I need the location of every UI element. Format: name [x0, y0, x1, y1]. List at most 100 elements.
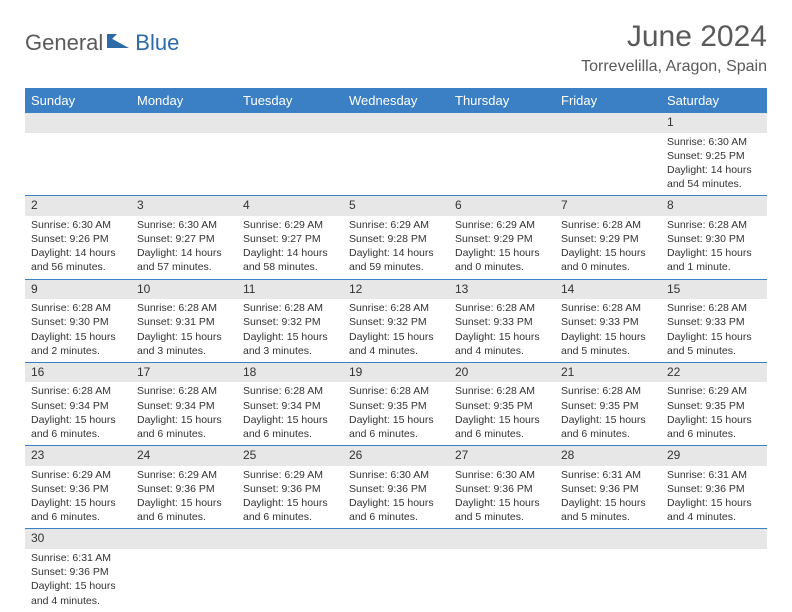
- calendar-week-row: 16Sunrise: 6:28 AMSunset: 9:34 PMDayligh…: [25, 362, 767, 445]
- calendar-day-cell: 19Sunrise: 6:28 AMSunset: 9:35 PMDayligh…: [343, 362, 449, 445]
- daylight-text: Daylight: 15 hours and 5 minutes.: [561, 330, 655, 358]
- sunrise-text: Sunrise: 6:28 AM: [349, 384, 443, 398]
- day-details: Sunrise: 6:31 AMSunset: 9:36 PMDaylight:…: [661, 466, 767, 529]
- calendar-day-cell: 21Sunrise: 6:28 AMSunset: 9:35 PMDayligh…: [555, 362, 661, 445]
- day-details: Sunrise: 6:29 AMSunset: 9:36 PMDaylight:…: [237, 466, 343, 529]
- sunset-text: Sunset: 9:35 PM: [349, 399, 443, 413]
- day-details: Sunrise: 6:30 AMSunset: 9:27 PMDaylight:…: [131, 216, 237, 279]
- daylight-text: Daylight: 15 hours and 3 minutes.: [137, 330, 231, 358]
- calendar-table: Sunday Monday Tuesday Wednesday Thursday…: [25, 88, 767, 612]
- weekday-header: Saturday: [661, 88, 767, 113]
- day-number-bar: [25, 113, 131, 133]
- sunset-text: Sunset: 9:36 PM: [31, 482, 125, 496]
- logo-text-blue: Blue: [135, 30, 179, 56]
- daylight-text: Daylight: 14 hours and 57 minutes.: [137, 246, 231, 274]
- sunset-text: Sunset: 9:36 PM: [667, 482, 761, 496]
- day-number-bar: [343, 529, 449, 549]
- day-number: 22: [661, 363, 767, 383]
- sunset-text: Sunset: 9:29 PM: [561, 232, 655, 246]
- logo: General Blue: [25, 30, 179, 56]
- calendar-day-cell: 20Sunrise: 6:28 AMSunset: 9:35 PMDayligh…: [449, 362, 555, 445]
- day-number-bar: [343, 113, 449, 133]
- sunrise-text: Sunrise: 6:29 AM: [667, 384, 761, 398]
- day-details: Sunrise: 6:30 AMSunset: 9:26 PMDaylight:…: [25, 216, 131, 279]
- sunset-text: Sunset: 9:26 PM: [31, 232, 125, 246]
- sunset-text: Sunset: 9:30 PM: [667, 232, 761, 246]
- month-title: June 2024: [581, 20, 767, 54]
- day-details: Sunrise: 6:30 AMSunset: 9:25 PMDaylight:…: [661, 133, 767, 196]
- calendar-day-cell: 15Sunrise: 6:28 AMSunset: 9:33 PMDayligh…: [661, 279, 767, 362]
- daylight-text: Daylight: 15 hours and 6 minutes.: [455, 413, 549, 441]
- day-number: 15: [661, 280, 767, 300]
- sunset-text: Sunset: 9:33 PM: [667, 315, 761, 329]
- day-number: 4: [237, 196, 343, 216]
- sunrise-text: Sunrise: 6:31 AM: [667, 468, 761, 482]
- sunrise-text: Sunrise: 6:28 AM: [561, 384, 655, 398]
- calendar-day-cell: 26Sunrise: 6:30 AMSunset: 9:36 PMDayligh…: [343, 446, 449, 529]
- sunset-text: Sunset: 9:35 PM: [455, 399, 549, 413]
- day-number: 19: [343, 363, 449, 383]
- sunrise-text: Sunrise: 6:29 AM: [349, 218, 443, 232]
- day-number: 30: [25, 529, 131, 549]
- daylight-text: Daylight: 15 hours and 6 minutes.: [561, 413, 655, 441]
- daylight-text: Daylight: 15 hours and 6 minutes.: [137, 413, 231, 441]
- sunset-text: Sunset: 9:36 PM: [137, 482, 231, 496]
- day-number-bar: [449, 113, 555, 133]
- sunrise-text: Sunrise: 6:28 AM: [561, 301, 655, 315]
- sunset-text: Sunset: 9:34 PM: [31, 399, 125, 413]
- calendar-day-cell: 5Sunrise: 6:29 AMSunset: 9:28 PMDaylight…: [343, 196, 449, 279]
- day-number: 3: [131, 196, 237, 216]
- daylight-text: Daylight: 14 hours and 54 minutes.: [667, 163, 761, 191]
- day-number-bar: [131, 113, 237, 133]
- calendar-day-cell: [131, 113, 237, 196]
- calendar-day-cell: [661, 529, 767, 612]
- day-number-bar: [555, 529, 661, 549]
- sunrise-text: Sunrise: 6:28 AM: [667, 301, 761, 315]
- calendar-day-cell: [555, 529, 661, 612]
- sunrise-text: Sunrise: 6:28 AM: [667, 218, 761, 232]
- weekday-header: Monday: [131, 88, 237, 113]
- day-number: 16: [25, 363, 131, 383]
- day-number: 28: [555, 446, 661, 466]
- sunrise-text: Sunrise: 6:31 AM: [31, 551, 125, 565]
- day-number: 6: [449, 196, 555, 216]
- daylight-text: Daylight: 15 hours and 6 minutes.: [31, 413, 125, 441]
- daylight-text: Daylight: 15 hours and 6 minutes.: [137, 496, 231, 524]
- day-details: Sunrise: 6:28 AMSunset: 9:33 PMDaylight:…: [449, 299, 555, 362]
- calendar-day-cell: [449, 113, 555, 196]
- weekday-header-row: Sunday Monday Tuesday Wednesday Thursday…: [25, 88, 767, 113]
- sunset-text: Sunset: 9:32 PM: [349, 315, 443, 329]
- day-details: Sunrise: 6:29 AMSunset: 9:28 PMDaylight:…: [343, 216, 449, 279]
- sunset-text: Sunset: 9:32 PM: [243, 315, 337, 329]
- daylight-text: Daylight: 15 hours and 5 minutes.: [667, 330, 761, 358]
- daylight-text: Daylight: 15 hours and 6 minutes.: [349, 496, 443, 524]
- sunset-text: Sunset: 9:27 PM: [137, 232, 231, 246]
- sunrise-text: Sunrise: 6:28 AM: [243, 301, 337, 315]
- logo-text-general: General: [25, 30, 103, 56]
- day-details: Sunrise: 6:28 AMSunset: 9:35 PMDaylight:…: [449, 382, 555, 445]
- calendar-day-cell: [25, 113, 131, 196]
- day-details: Sunrise: 6:28 AMSunset: 9:34 PMDaylight:…: [237, 382, 343, 445]
- weekday-header: Wednesday: [343, 88, 449, 113]
- sunset-text: Sunset: 9:36 PM: [243, 482, 337, 496]
- sunrise-text: Sunrise: 6:28 AM: [31, 301, 125, 315]
- daylight-text: Daylight: 15 hours and 3 minutes.: [243, 330, 337, 358]
- day-details: Sunrise: 6:28 AMSunset: 9:30 PMDaylight:…: [661, 216, 767, 279]
- calendar-day-cell: [343, 113, 449, 196]
- sunrise-text: Sunrise: 6:29 AM: [455, 218, 549, 232]
- day-details: Sunrise: 6:28 AMSunset: 9:34 PMDaylight:…: [131, 382, 237, 445]
- sunrise-text: Sunrise: 6:29 AM: [137, 468, 231, 482]
- daylight-text: Daylight: 14 hours and 58 minutes.: [243, 246, 337, 274]
- daylight-text: Daylight: 15 hours and 5 minutes.: [455, 496, 549, 524]
- calendar-day-cell: 11Sunrise: 6:28 AMSunset: 9:32 PMDayligh…: [237, 279, 343, 362]
- sunrise-text: Sunrise: 6:30 AM: [349, 468, 443, 482]
- sunset-text: Sunset: 9:36 PM: [455, 482, 549, 496]
- sunrise-text: Sunrise: 6:30 AM: [667, 135, 761, 149]
- day-number: 24: [131, 446, 237, 466]
- sunset-text: Sunset: 9:36 PM: [31, 565, 125, 579]
- day-number: 23: [25, 446, 131, 466]
- day-details: Sunrise: 6:31 AMSunset: 9:36 PMDaylight:…: [25, 549, 131, 612]
- calendar-day-cell: 6Sunrise: 6:29 AMSunset: 9:29 PMDaylight…: [449, 196, 555, 279]
- daylight-text: Daylight: 15 hours and 6 minutes.: [31, 496, 125, 524]
- daylight-text: Daylight: 15 hours and 5 minutes.: [561, 496, 655, 524]
